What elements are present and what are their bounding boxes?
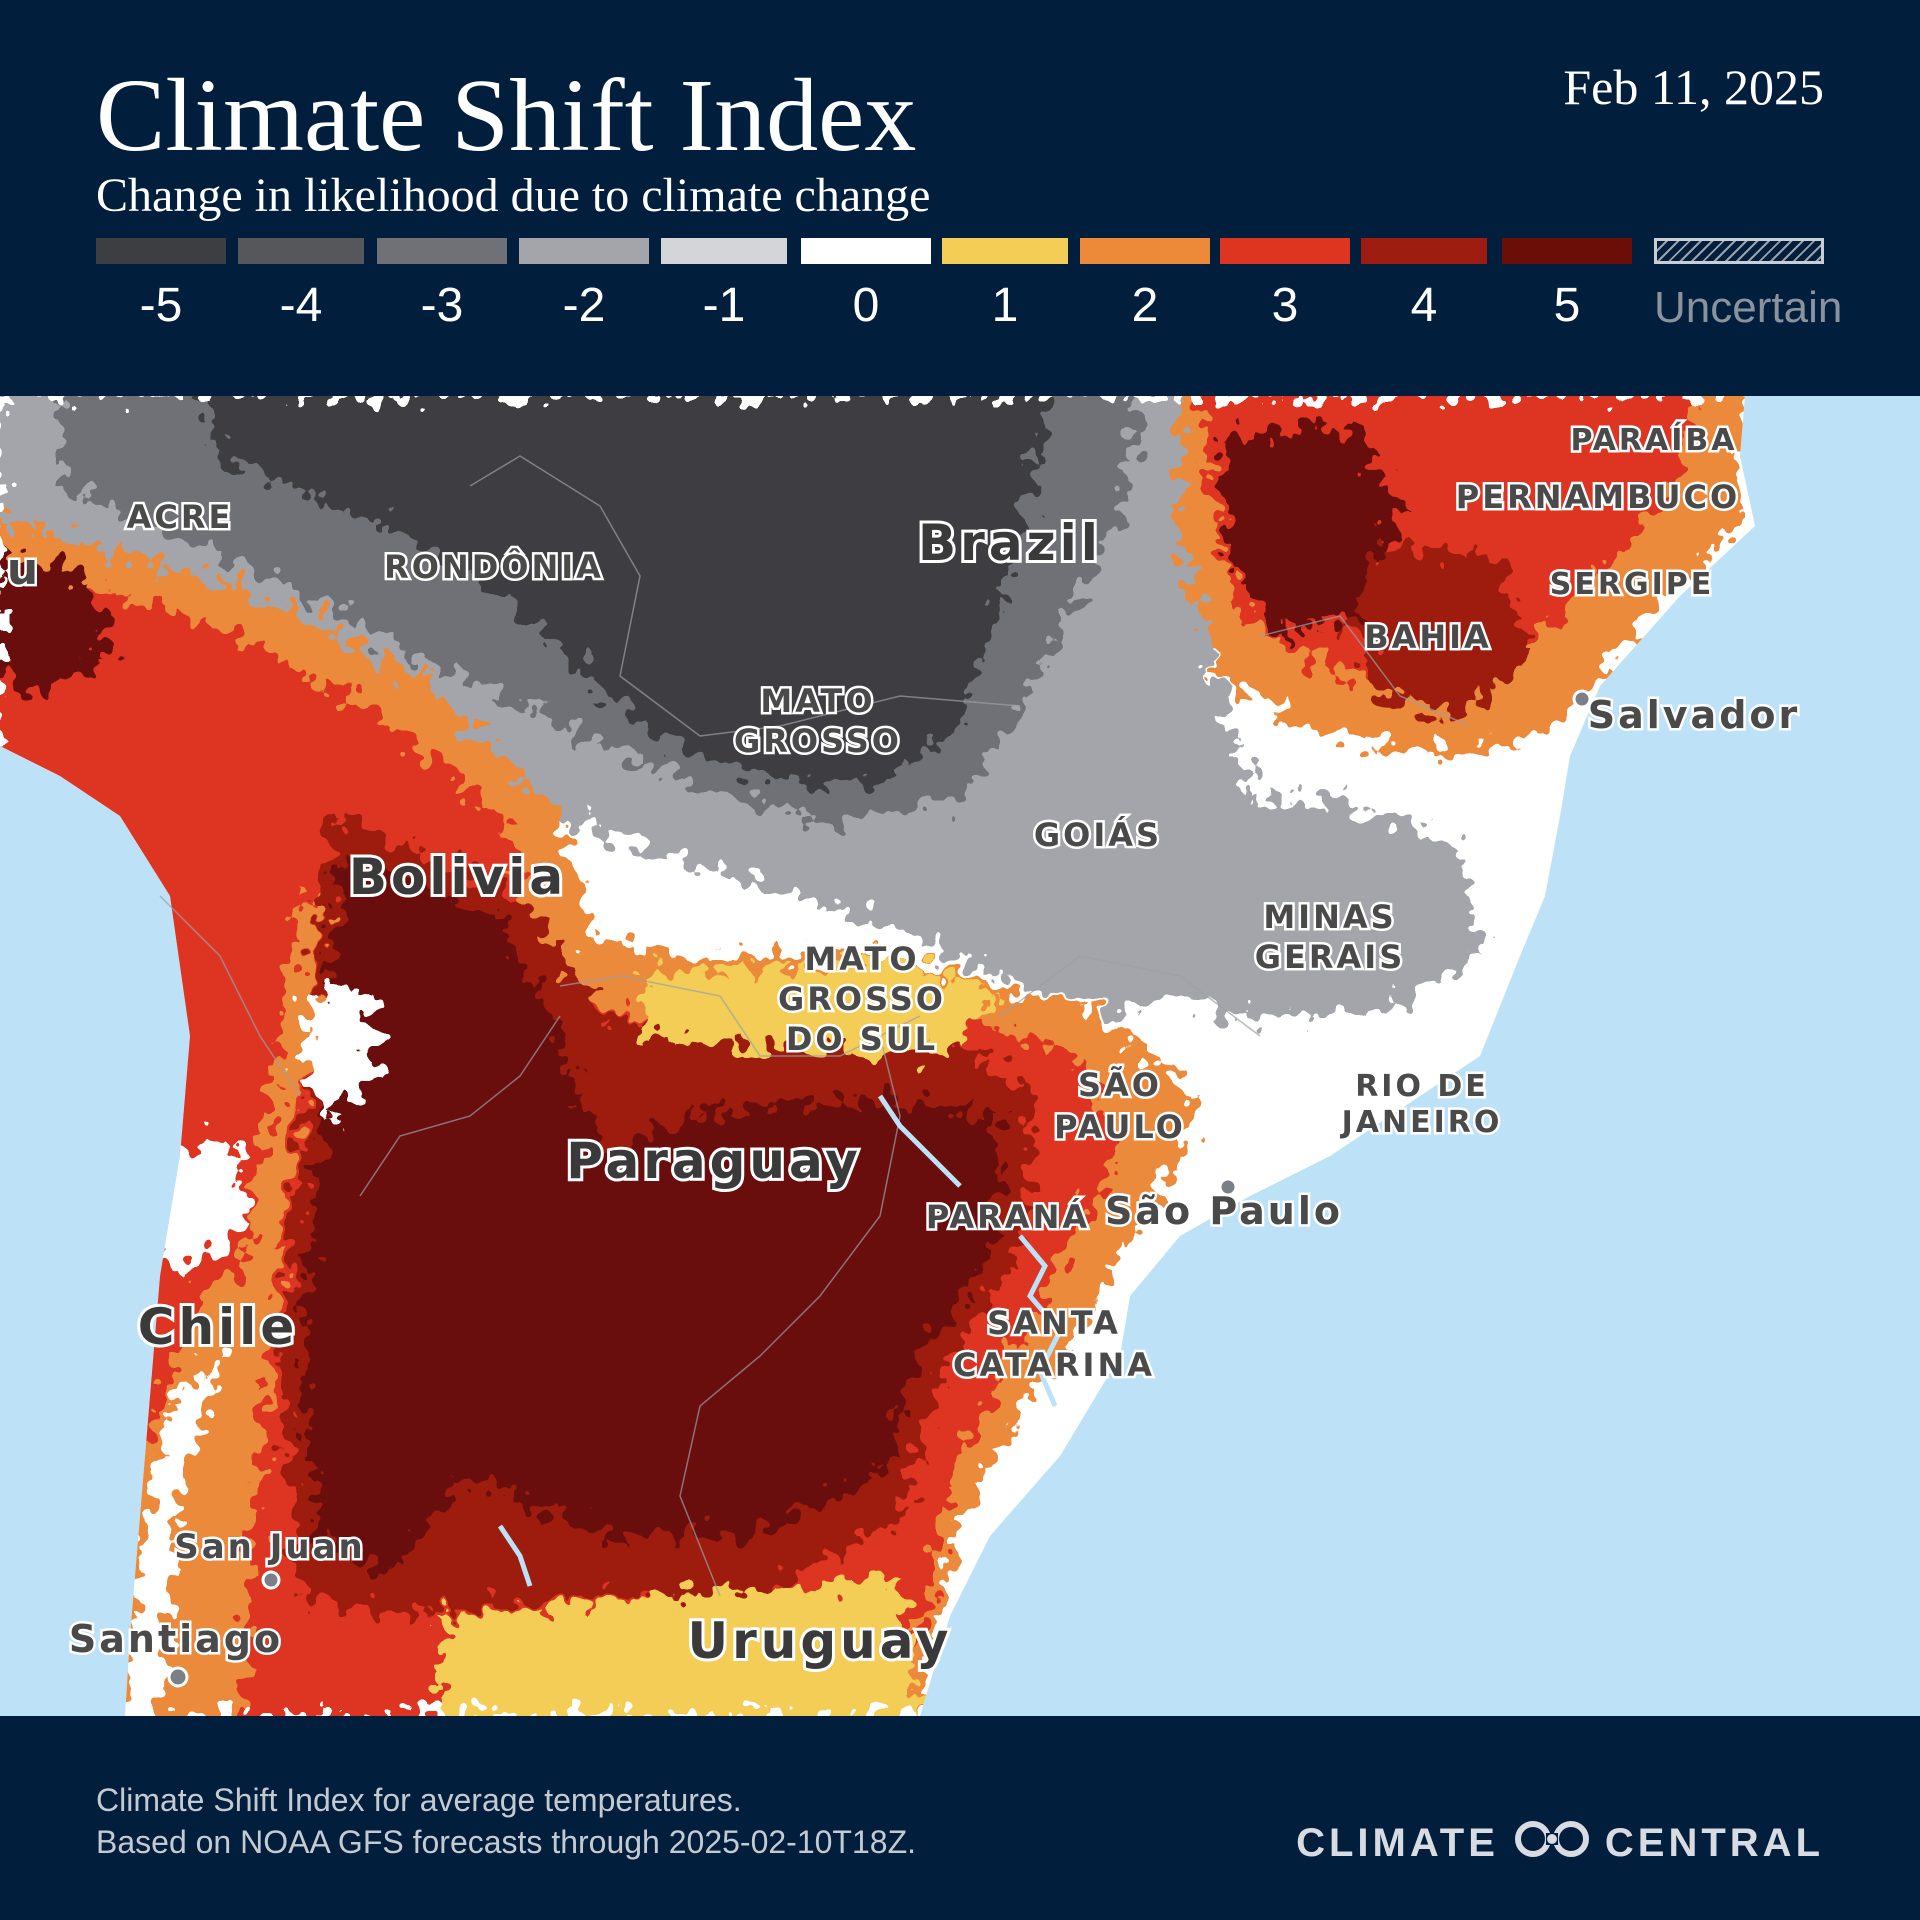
map-label-minas-2: GERAIS [1255, 938, 1405, 976]
brand: CLIMATE CENTRAL [1296, 1820, 1824, 1865]
rivers [497, 1094, 1063, 1587]
region-chile-white [300, 986, 380, 1116]
legend-swatch [1361, 238, 1487, 264]
legend-swatch [96, 238, 226, 264]
map-label-minas-1: MINAS [1263, 898, 1396, 936]
map-label-rj-1: RIO DE [1355, 1069, 1489, 1104]
legend-label: 1 [991, 279, 1019, 332]
map-label-salvador: Salvador [1588, 693, 1801, 737]
map-label-sc-2: CATARINA [953, 1346, 1155, 1384]
map-label-rondonia: RONDÔNIA [384, 547, 604, 586]
santiago-marker [167, 1666, 189, 1688]
region-peru-dark [0, 556, 110, 696]
region-grey-dark [200, 396, 1050, 786]
page-subtitle: Change in likelihood due to climate chan… [96, 169, 931, 222]
legend-label: 3 [1271, 279, 1299, 332]
map-label-ms-2: GROSSO [778, 980, 946, 1018]
region-south-dark [300, 856, 1000, 1576]
salvador-marker [1572, 689, 1592, 709]
legend-label: -1 [702, 279, 746, 332]
legend-label: 2 [1131, 279, 1159, 332]
map-label-sergipe: SERGIPE [1550, 567, 1714, 602]
legend-label: 0 [852, 279, 880, 332]
map-label-sc-1: SANTA [987, 1304, 1121, 1342]
map-label-santiago: Santiago [69, 1617, 283, 1661]
footer-note-1: Climate Shift Index for average temperat… [96, 1782, 742, 1818]
map-label-brazil: Brazil [918, 514, 1102, 572]
map-label-chile: Chile [138, 1298, 298, 1356]
region-ms-yellow [640, 956, 1000, 1056]
map-label-acre: ACRE [127, 498, 234, 536]
sao-paulo-marker [1218, 1177, 1238, 1197]
region-grey-minas [1100, 796, 1480, 1016]
legend-swatch [238, 238, 364, 264]
map-label-bahia: BAHIA [1364, 618, 1492, 656]
admin-borders [159, 455, 1471, 1597]
map-label-mato-grosso-2: GROSSO [734, 722, 902, 760]
map-label-paraguay: Paraguay [566, 1132, 862, 1190]
legend-swatch [377, 238, 507, 264]
map-label-paraiba: PARAÍBA [1570, 422, 1737, 458]
legend-swatch [1654, 238, 1824, 264]
climate-central-logo-icon [1513, 1820, 1591, 1865]
legend-swatch [801, 238, 931, 264]
legend-label: -4 [279, 279, 323, 332]
map-label-peru-fragment: u [7, 544, 41, 595]
city-markers [167, 689, 1592, 1688]
legend-swatch [1502, 238, 1632, 264]
legend-label: 4 [1410, 279, 1438, 332]
forecast-date: Feb 11, 2025 [1563, 59, 1824, 115]
legend-swatch [1080, 238, 1210, 264]
page-title: Climate Shift Index [96, 58, 917, 173]
legend-label: -3 [420, 279, 464, 332]
map-label-mato-grosso-1: MATO [760, 682, 875, 720]
region-ne-dark [1220, 426, 1400, 636]
legend-swatch [661, 238, 787, 264]
brand-left: CLIMATE [1296, 1820, 1499, 1865]
region-south-yellow [440, 1576, 920, 1716]
csi-raster [0, 396, 1755, 1716]
map-label-sp-state-1: SÃO [1078, 1066, 1162, 1104]
map-label-ms-3: DO SUL [786, 1020, 938, 1058]
map-label-pernambuco: PERNAMBUCO [1456, 478, 1740, 516]
legend-label: Uncertain [1654, 283, 1843, 332]
map-label-ms-1: MATO [804, 940, 919, 978]
map-label-san-juan: San Juan [174, 1527, 365, 1567]
footer-note-2: Based on NOAA GFS forecasts through 2025… [96, 1824, 916, 1860]
map-label-rj-2: JANEIRO [1340, 1105, 1503, 1140]
map-label-sp-state-2: PAULO [1054, 1108, 1186, 1146]
csi-legend: -5 -4 -3 -2 -1 0 1 2 3 4 5 Uncertain [96, 238, 1843, 348]
map-label-bolivia: Bolivia [349, 848, 567, 906]
region-bahia-dark [1350, 546, 1530, 716]
brand-right: CENTRAL [1604, 1820, 1824, 1865]
map-label-sao-paulo: São Paulo [1105, 1189, 1343, 1233]
san-juan-marker [261, 1570, 281, 1590]
map-label-parana: PARANÁ [926, 1198, 1090, 1236]
map-label-uruguay: Uruguay [687, 1612, 952, 1670]
legend-swatch [519, 238, 649, 264]
map-label-goias: GOIÁS [1034, 816, 1162, 854]
legend-label: -2 [562, 279, 606, 332]
legend-swatch [942, 238, 1068, 264]
legend-swatch [1220, 238, 1350, 264]
legend-label: 5 [1553, 279, 1581, 332]
legend-label: -5 [139, 279, 183, 332]
